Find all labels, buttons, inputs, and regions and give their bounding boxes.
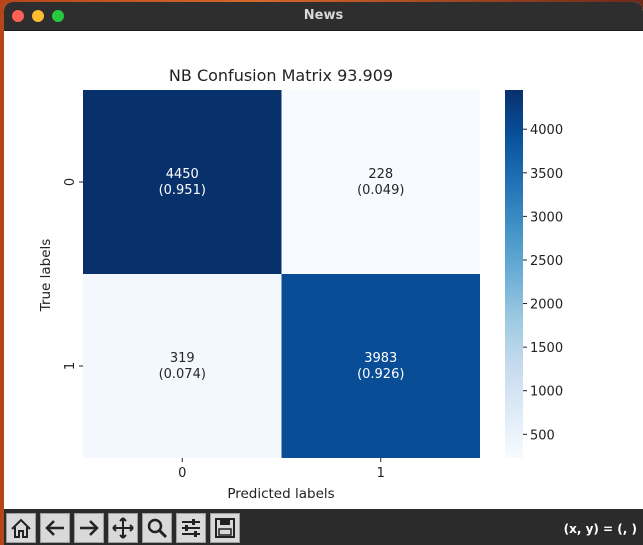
home-icon — [11, 518, 31, 538]
colorbar-tick-label: 4000 — [530, 123, 563, 138]
configure-subplots-icon — [182, 519, 200, 537]
window-titlebar[interactable]: News — [4, 2, 643, 31]
colorbar-tick-label: 1000 — [530, 385, 563, 400]
colorbar-tick-label: 2500 — [530, 254, 563, 269]
y-tick-label: 0 — [63, 178, 78, 186]
navigation-toolbar: (x, y) = (, ) — [4, 509, 643, 545]
heatmap-cell — [281, 90, 480, 274]
heatmap-cell — [83, 90, 282, 274]
colorbar-tick-label: 2000 — [530, 298, 563, 313]
save-disk-icon — [215, 518, 235, 538]
minimize-button[interactable] — [32, 10, 44, 22]
home-button[interactable] — [6, 513, 36, 543]
zoom-magnifier-icon — [147, 518, 168, 539]
pan-button[interactable] — [108, 513, 138, 543]
y-axis-label: True labels — [38, 239, 54, 313]
back-arrow-icon — [45, 520, 64, 536]
window-title: News — [303, 8, 344, 23]
cell-fraction-label: (0.049) — [357, 183, 404, 198]
configure-subplots-button[interactable] — [176, 513, 206, 543]
chart-title: NB Confusion Matrix 93.909 — [169, 66, 393, 85]
heatmap-cell — [83, 274, 282, 458]
colorbar — [505, 90, 523, 458]
back-button[interactable] — [40, 513, 70, 543]
cursor-coordinates: (x, y) = (, ) — [563, 522, 637, 536]
x-axis-label: Predicted labels — [227, 486, 334, 502]
cell-fraction-label: (0.926) — [357, 367, 404, 382]
figure-window: News NB Confusion Matrix 93.909 4450 (0 — [4, 2, 643, 545]
cell-count-label: 319 — [170, 351, 195, 366]
figure-canvas: NB Confusion Matrix 93.909 4450 (0.951) 22… — [4, 31, 643, 509]
maximize-button[interactable] — [52, 10, 64, 22]
x-tick-label: 1 — [377, 466, 385, 481]
colorbar-tick-label: 500 — [530, 428, 555, 443]
forward-button[interactable] — [74, 513, 104, 543]
forward-arrow-icon — [80, 520, 99, 536]
cell-fraction-label: (0.074) — [159, 367, 206, 382]
cell-count-label: 4450 — [166, 167, 199, 182]
colorbar-tick-label: 3500 — [530, 167, 563, 182]
heatmap-cell — [281, 274, 480, 458]
cell-fraction-label: (0.951) — [159, 183, 206, 198]
confusion-matrix-chart: NB Confusion Matrix 93.909 4450(0.951) 22… — [38, 66, 563, 502]
save-button[interactable] — [210, 513, 240, 543]
cell-count-label: 228 — [368, 167, 393, 182]
colorbar-tick-label: 1500 — [530, 341, 563, 356]
zoom-button[interactable] — [142, 513, 172, 543]
close-button[interactable] — [12, 10, 24, 22]
cell-count-label: 3983 — [364, 351, 397, 366]
y-tick-label: 1 — [63, 362, 78, 370]
colorbar-tick-label: 3000 — [530, 210, 563, 225]
pan-move-icon — [112, 517, 134, 539]
x-tick-label: 0 — [178, 466, 186, 481]
